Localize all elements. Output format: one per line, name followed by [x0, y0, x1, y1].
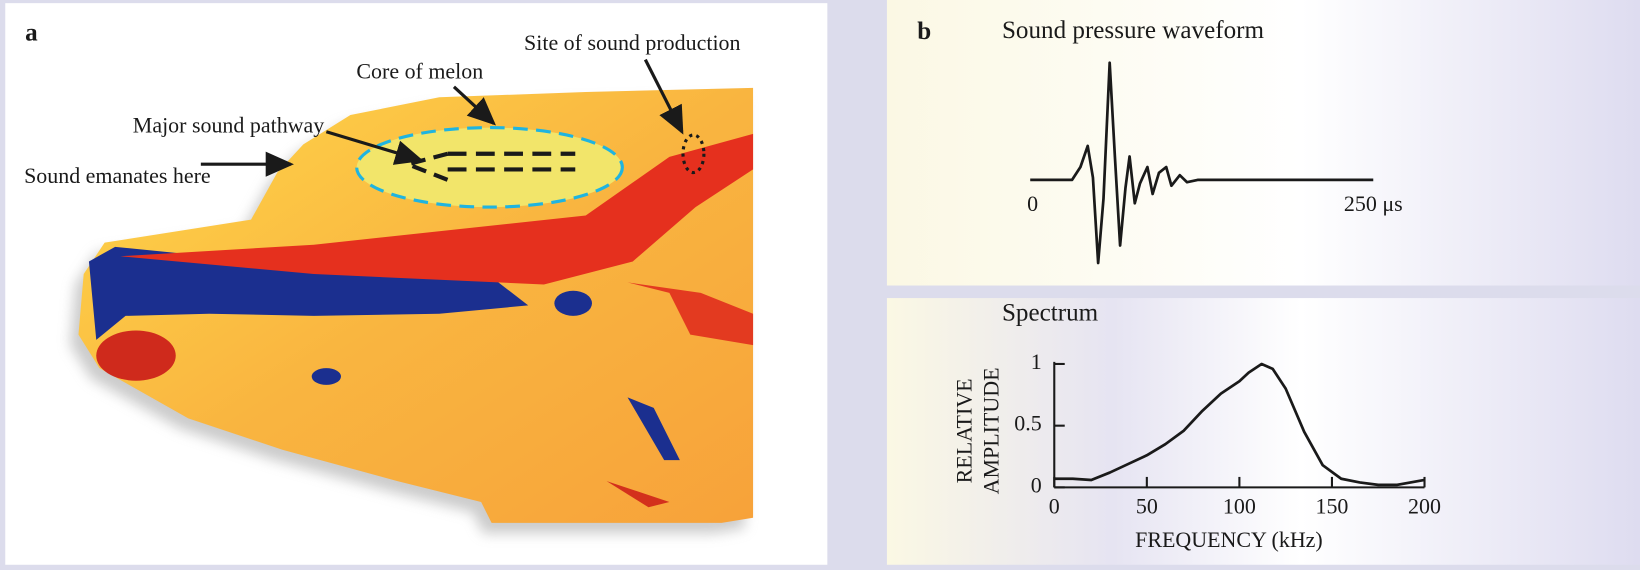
- y-axis-label: RELATIVE: [951, 378, 976, 483]
- arrows: [200, 58, 684, 177]
- annotation: Site of sound production: [524, 30, 740, 55]
- panel-b-bottom-bg: [886, 298, 1640, 565]
- y-tick-label: 0.5: [1014, 411, 1041, 436]
- annotation: Core of melon: [356, 58, 483, 83]
- line: [1054, 362, 1425, 487]
- x-tick-label: 0: [1027, 191, 1038, 216]
- x-tick-label: 100: [1223, 493, 1256, 518]
- x-tick-label: 0: [1049, 493, 1060, 518]
- line: [1030, 61, 1374, 265]
- panel-label: a: [25, 19, 38, 46]
- x-tick-label: 150: [1315, 493, 1348, 518]
- annotation: Major sound pathway: [133, 113, 324, 138]
- chart-title: Spectrum: [1002, 300, 1099, 327]
- panel-b-top-bg: [886, 0, 1640, 286]
- chart-title: Sound pressure waveform: [1002, 17, 1265, 44]
- panel-label: b: [917, 18, 931, 45]
- y-tick-label: 1: [1031, 349, 1042, 374]
- x-tick-label: 50: [1136, 493, 1158, 518]
- x-axis-label: FREQUENCY (kHz): [1135, 527, 1323, 552]
- annotation: Sound emanates here: [24, 163, 211, 188]
- y-tick-label: 0: [1031, 472, 1042, 497]
- x-tick-label: 200: [1408, 493, 1441, 518]
- x-tick-label: 250 μs: [1344, 191, 1403, 216]
- head-scan: [70, 87, 754, 534]
- y-axis-label: AMPLITUDE: [979, 367, 1004, 494]
